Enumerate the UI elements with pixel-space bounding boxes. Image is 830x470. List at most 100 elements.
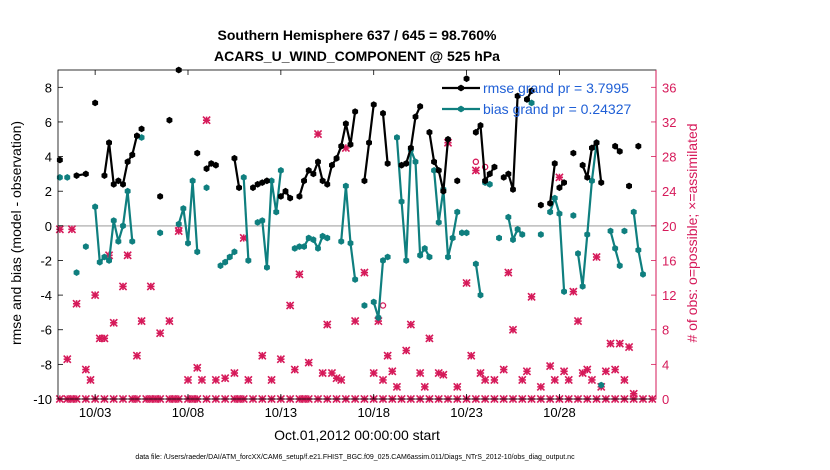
bias-line — [372, 256, 389, 319]
bias-point — [621, 227, 628, 235]
bias-point — [231, 248, 238, 256]
rmse-point — [524, 96, 530, 103]
obs-assimilated-marker — [290, 365, 299, 374]
y-axis-left-label: rmse and bias (model - observation) — [8, 121, 24, 345]
bias-point — [496, 234, 502, 242]
bias-point — [296, 243, 303, 250]
rmse-point — [486, 170, 493, 178]
rmse-point — [82, 170, 89, 178]
rmse-point — [537, 201, 544, 209]
bias-line — [433, 170, 459, 259]
rmse-point — [296, 193, 303, 200]
bias-point — [222, 258, 229, 266]
bias-point — [82, 243, 89, 250]
bias-point — [217, 262, 224, 270]
bias-point — [370, 298, 377, 306]
rmse-point — [110, 180, 117, 188]
obs-assimilated-marker — [392, 382, 402, 392]
rmse-point — [134, 132, 140, 140]
obs-assimilated-marker — [536, 382, 546, 392]
rmse-point — [231, 154, 238, 162]
y-left-tick-label: 6 — [45, 115, 52, 130]
bias-point — [412, 158, 419, 166]
obs-possible-marker — [472, 158, 480, 166]
bias-point — [240, 174, 247, 181]
bias-point — [640, 270, 646, 278]
obs-assimilated-marker — [592, 252, 601, 262]
obs-assimilated-marker — [337, 375, 346, 385]
obs-assimilated-marker — [587, 375, 597, 385]
y-right-tick-label: 28 — [662, 150, 676, 165]
obs-assimilated-marker — [267, 375, 276, 385]
y-left-tick-label: 8 — [45, 80, 52, 95]
obs-assimilated-marker — [420, 382, 429, 392]
obs-assimilated-marker — [295, 270, 304, 279]
obs-assimilated-marker — [63, 355, 72, 364]
obs-assimilated-marker — [462, 278, 471, 288]
obs-assimilated-marker — [406, 320, 416, 329]
bias-point — [361, 302, 368, 309]
rmse-point — [635, 142, 642, 150]
bias-point — [342, 182, 349, 190]
obs-assimilated-marker — [555, 173, 564, 182]
bias-point — [630, 208, 637, 216]
rmse-point — [92, 99, 99, 107]
bias-line — [242, 177, 250, 261]
obs-assimilated-marker — [624, 342, 634, 352]
bias-point — [315, 245, 321, 252]
bias-point — [421, 245, 428, 252]
y-left-tick-label: 0 — [45, 219, 52, 234]
bias-point — [319, 232, 326, 240]
bias-point — [459, 229, 465, 237]
obs-assimilated-marker — [318, 368, 327, 378]
rmse-point — [352, 108, 359, 115]
rmse-point — [259, 179, 266, 186]
rmse-point — [338, 142, 345, 150]
legend-label-rmse: rmse grand pr = 3.7995 — [483, 80, 629, 96]
bias-point — [561, 288, 567, 295]
obs-assimilated-marker — [471, 166, 481, 175]
rmse-line — [381, 113, 389, 164]
obs-assimilated-marker — [193, 363, 202, 372]
bias-point — [445, 253, 451, 261]
obs-assimilated-marker — [439, 370, 448, 379]
obs-count-layer — [55, 116, 657, 404]
rmse-point — [593, 139, 600, 147]
obs-assimilated-marker — [564, 375, 573, 385]
obs-assimilated-marker — [383, 351, 392, 360]
bias-point — [194, 248, 201, 256]
obs-assimilated-marker — [573, 316, 583, 326]
obs-assimilated-marker — [258, 351, 267, 360]
legend-marker-rmse — [458, 84, 464, 92]
obs-assimilated-marker — [545, 361, 555, 371]
rmse-point — [287, 194, 294, 202]
obs-assimilated-marker — [197, 375, 207, 385]
rmse-point — [106, 139, 112, 147]
rmse-point — [380, 109, 386, 117]
rmse-point — [528, 87, 535, 95]
bias-point — [338, 238, 345, 245]
bias-point — [347, 239, 354, 247]
bias-point — [180, 205, 187, 212]
bias-point — [120, 222, 126, 230]
bias-point — [310, 236, 317, 244]
obs-assimilated-marker — [425, 334, 434, 343]
y-right-tick-label: 32 — [662, 115, 676, 130]
bias-point — [463, 229, 470, 237]
rmse-point — [254, 180, 261, 188]
obs-assimilated-marker — [415, 368, 425, 378]
rmse-point — [73, 172, 80, 179]
bias-point — [189, 177, 196, 185]
bias-point — [454, 208, 461, 216]
y-axis-right-label: # of obs: o=possible; ×=assimilated — [684, 123, 700, 342]
bias-point — [110, 217, 117, 224]
rmse-point — [166, 116, 173, 124]
bias-point — [607, 227, 614, 235]
bias-line — [340, 184, 357, 280]
y-left-tick-label: -2 — [40, 253, 52, 268]
obs-assimilated-marker — [453, 382, 462, 392]
x-tick-label: 10/03 — [79, 405, 112, 420]
rmse-point — [626, 182, 632, 190]
legend: rmse grand pr = 3.7995 bias grand pr = 0.… — [442, 80, 631, 117]
